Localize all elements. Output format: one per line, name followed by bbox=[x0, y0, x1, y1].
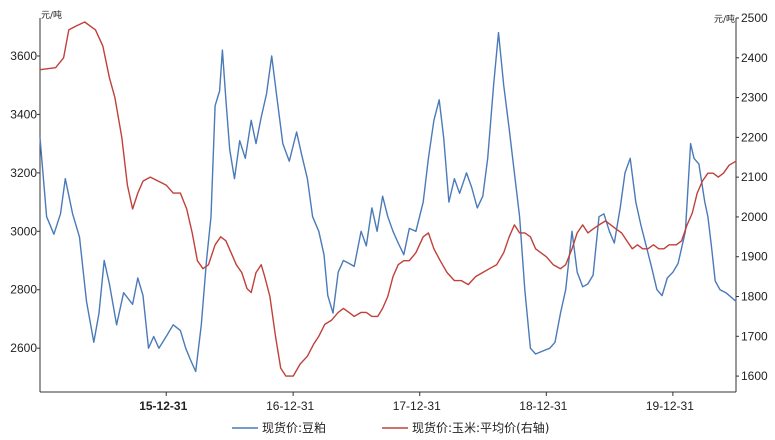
right-tick-label: 1600 bbox=[741, 369, 768, 383]
right-tick-label: 2300 bbox=[741, 91, 768, 105]
x-tick-label: 17-12-31 bbox=[393, 399, 441, 413]
right-tick-label: 2000 bbox=[741, 210, 768, 224]
x-tick-label: 16-12-31 bbox=[266, 399, 314, 413]
right-tick-label: 2200 bbox=[741, 130, 768, 144]
left-tick-label: 3600 bbox=[10, 49, 37, 63]
left-axis-unit: 元/吨 bbox=[41, 9, 62, 21]
legend: 现货价:豆粕 现货价:玉米:平均价(右轴) bbox=[232, 420, 549, 435]
left-tick-label: 3400 bbox=[10, 107, 37, 121]
right-tick-label: 2400 bbox=[741, 51, 768, 65]
right-axis-unit: 元/吨 bbox=[714, 13, 735, 25]
axes: 元/吨 元/吨 2600 2800 3000 3200 3400 3600 1600 1700 18… bbox=[10, 9, 768, 413]
right-tick-label: 2500 bbox=[741, 11, 768, 25]
legend-label-1: 现货价:豆粕 bbox=[262, 420, 326, 435]
right-tick-label: 1700 bbox=[741, 329, 768, 343]
right-tick-label: 1800 bbox=[741, 290, 768, 304]
legend-label-2: 现货价:玉米:平均价(右轴) bbox=[412, 420, 549, 435]
right-tick-label: 1900 bbox=[741, 250, 768, 264]
right-tick-label: 2100 bbox=[741, 170, 768, 184]
left-tick-label: 3000 bbox=[10, 224, 37, 238]
left-tick-label: 2800 bbox=[10, 283, 37, 297]
left-tick-label: 2600 bbox=[10, 341, 37, 355]
series-layer bbox=[39, 21, 737, 377]
left-tick-label: 3200 bbox=[10, 166, 37, 180]
series-line-2 bbox=[39, 21, 737, 377]
series-line-1 bbox=[39, 31, 737, 373]
x-tick-label: 18-12-31 bbox=[519, 399, 567, 413]
x-tick-label: 15-12-31 bbox=[139, 399, 187, 413]
x-tick-label: 19-12-31 bbox=[646, 399, 694, 413]
